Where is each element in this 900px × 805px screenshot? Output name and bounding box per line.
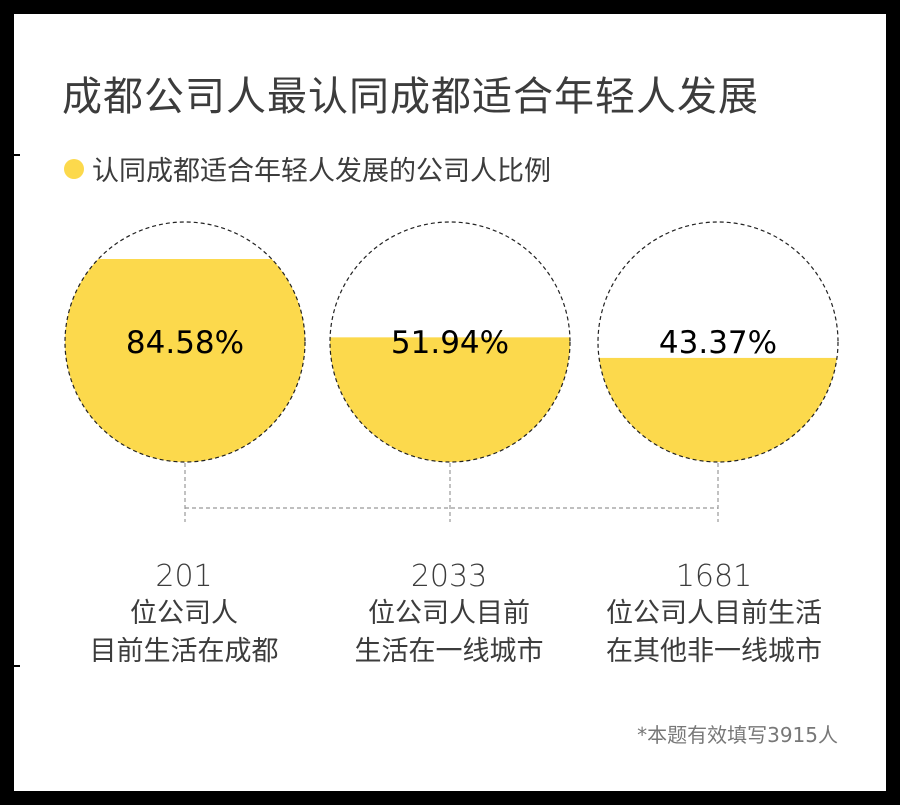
respondent-count: 2033	[410, 559, 488, 594]
percent-label: 84.58%	[126, 325, 244, 361]
caption-line-1: 位公司人	[130, 598, 238, 629]
caption-line-2: 目前生活在成都	[89, 636, 279, 667]
caption-other: 1681 位公司人目前生活 在其他非一线城市	[584, 559, 844, 671]
respondent-count: 201	[155, 559, 213, 594]
percent-label: 51.94%	[391, 325, 509, 361]
circle-outline	[597, 221, 839, 463]
liquid-fill-chart: 84.58% 51.94% 43.37%	[64, 221, 839, 522]
fill-level-bar	[598, 357, 838, 462]
caption-line-2: 在其他非一线城市	[606, 636, 822, 667]
respondent-count: 1681	[675, 559, 753, 594]
caption-line-1: 位公司人目前生活	[606, 598, 822, 629]
edge-tick	[14, 154, 20, 156]
caption-line-2: 生活在一线城市	[354, 636, 544, 667]
caption-line-1: 位公司人目前	[368, 598, 530, 629]
legend-swatch	[64, 158, 84, 179]
edge-tick	[14, 665, 20, 667]
caption-chengdu: 201 位公司人 目前生活在成都	[54, 559, 314, 671]
footnote: *本题有效填写3915人	[637, 723, 838, 747]
legend-label: 认同成都适合年轻人发展的公司人比例	[92, 156, 551, 187]
chart-title: 成都公司人最认同成都适合年轻人发展	[62, 74, 759, 120]
circle-outline	[64, 221, 306, 463]
legend: 认同成都适合年轻人发展的公司人比例	[64, 149, 551, 188]
circle-outline	[329, 221, 571, 463]
infographic-card: 成都公司人最认同成都适合年轻人发展 认同成都适合年轻人发展的公司人比例 84.5…	[14, 14, 886, 791]
fill-level-bar	[65, 259, 305, 462]
percent-label: 43.37%	[659, 325, 777, 361]
caption-tier1: 2033 位公司人目前 生活在一线城市	[319, 559, 579, 671]
